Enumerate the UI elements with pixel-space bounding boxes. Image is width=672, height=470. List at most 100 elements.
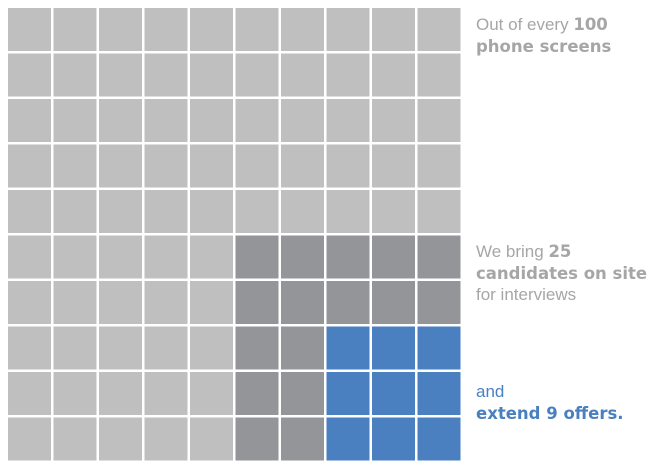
waffle-cell bbox=[190, 99, 233, 142]
waffle-cell bbox=[8, 53, 51, 97]
waffle-cell bbox=[281, 53, 324, 97]
waffle-cell-on-site bbox=[281, 372, 324, 415]
waffle-cell bbox=[99, 326, 142, 370]
waffle-cell bbox=[326, 190, 370, 233]
waffle-cell bbox=[372, 8, 415, 51]
waffle-cell bbox=[190, 144, 233, 188]
waffle-cell bbox=[8, 190, 51, 233]
waffle-cell bbox=[281, 190, 324, 233]
annotation-offers: and extend 9 offers. bbox=[476, 381, 624, 424]
waffle-cell-on-site bbox=[235, 326, 279, 370]
waffle-cell bbox=[53, 326, 97, 370]
waffle-cell-on-site bbox=[326, 281, 370, 324]
waffle-cell bbox=[235, 144, 279, 188]
waffle-cell bbox=[326, 144, 370, 188]
annotation-on-site-prefix: We bring bbox=[476, 242, 544, 261]
waffle-cell bbox=[53, 144, 97, 188]
waffle-cell bbox=[326, 99, 370, 142]
waffle-cell bbox=[417, 8, 461, 51]
waffle-cell bbox=[372, 99, 415, 142]
waffle-cell bbox=[53, 235, 97, 279]
waffle-cell bbox=[144, 99, 188, 142]
waffle-cell-on-site bbox=[281, 235, 324, 279]
waffle-cell-on-site bbox=[281, 281, 324, 324]
waffle-cell bbox=[53, 99, 97, 142]
waffle-cell bbox=[144, 8, 188, 51]
waffle-cell bbox=[99, 99, 142, 142]
annotation-offers-value: extend 9 offers. bbox=[476, 403, 624, 423]
waffle-cell bbox=[190, 53, 233, 97]
annotation-on-site-suffix: candidates on site bbox=[476, 263, 648, 283]
annotation-offers-prefix: and bbox=[476, 382, 505, 401]
waffle-cell bbox=[8, 372, 51, 415]
annotation-phone-screens: Out of every 100 phone screens bbox=[476, 14, 611, 57]
annotation-on-site-value: 25 bbox=[548, 242, 572, 261]
waffle-cell-on-site bbox=[281, 326, 324, 370]
waffle-cell bbox=[190, 190, 233, 233]
waffle-cell bbox=[281, 8, 324, 51]
waffle-cell bbox=[190, 281, 233, 324]
waffle-cell bbox=[99, 144, 142, 188]
waffle-cell bbox=[8, 8, 51, 51]
waffle-cell bbox=[53, 190, 97, 233]
waffle-cell-on-site bbox=[235, 372, 279, 415]
waffle-cell bbox=[235, 190, 279, 233]
waffle-cell bbox=[281, 144, 324, 188]
waffle-cell bbox=[144, 326, 188, 370]
waffle-cell-offer bbox=[372, 372, 415, 415]
waffle-cell bbox=[190, 326, 233, 370]
waffle-cell-offer bbox=[372, 326, 415, 370]
waffle-cell bbox=[8, 144, 51, 188]
annotation-on-site: We bring 25 candidates on site for inter… bbox=[476, 241, 647, 306]
waffle-cell bbox=[190, 372, 233, 415]
waffle-cell bbox=[326, 8, 370, 51]
annotation-phone-screens-prefix: Out of every bbox=[476, 15, 569, 34]
waffle-cell bbox=[8, 99, 51, 142]
waffle-cell bbox=[144, 372, 188, 415]
waffle-cell bbox=[53, 417, 97, 461]
waffle-cell-on-site bbox=[372, 281, 415, 324]
waffle-cell bbox=[372, 190, 415, 233]
waffle-cell bbox=[326, 53, 370, 97]
waffle-cell bbox=[235, 99, 279, 142]
waffle-cell bbox=[417, 53, 461, 97]
waffle-cell-offer bbox=[417, 372, 461, 415]
waffle-cell bbox=[190, 235, 233, 279]
waffle-cell bbox=[53, 372, 97, 415]
annotation-phone-screens-value: 100 bbox=[573, 15, 608, 34]
waffle-cell-on-site bbox=[372, 235, 415, 279]
waffle-cell-on-site bbox=[417, 281, 461, 324]
waffle-cell bbox=[99, 235, 142, 279]
waffle-cell bbox=[144, 417, 188, 461]
waffle-cell bbox=[99, 8, 142, 51]
waffle-cell bbox=[144, 235, 188, 279]
waffle-cell bbox=[281, 99, 324, 142]
waffle-cell-on-site bbox=[235, 417, 279, 461]
waffle-cell bbox=[144, 281, 188, 324]
waffle-cell-on-site bbox=[235, 281, 279, 324]
waffle-cell bbox=[99, 417, 142, 461]
waffle-cell bbox=[372, 144, 415, 188]
waffle-cell bbox=[190, 8, 233, 51]
waffle-cell bbox=[417, 99, 461, 142]
waffle-cell bbox=[53, 53, 97, 97]
waffle-cell bbox=[235, 8, 279, 51]
waffle-cell bbox=[53, 8, 97, 51]
waffle-cell-offer bbox=[326, 417, 370, 461]
waffle-cell bbox=[8, 281, 51, 324]
waffle-cell bbox=[417, 144, 461, 188]
waffle-cell bbox=[99, 281, 142, 324]
waffle-cell-offer bbox=[326, 372, 370, 415]
waffle-cell-offer bbox=[372, 417, 415, 461]
waffle-cell-offer bbox=[326, 326, 370, 370]
waffle-cell bbox=[8, 417, 51, 461]
waffle-cell-on-site bbox=[235, 235, 279, 279]
waffle-cell bbox=[190, 417, 233, 461]
waffle-cell-on-site bbox=[326, 235, 370, 279]
waffle-cell bbox=[417, 190, 461, 233]
annotation-phone-screens-suffix: phone screens bbox=[476, 36, 612, 56]
waffle-cell-on-site bbox=[417, 235, 461, 279]
waffle-cell bbox=[144, 144, 188, 188]
waffle-cell bbox=[372, 53, 415, 97]
